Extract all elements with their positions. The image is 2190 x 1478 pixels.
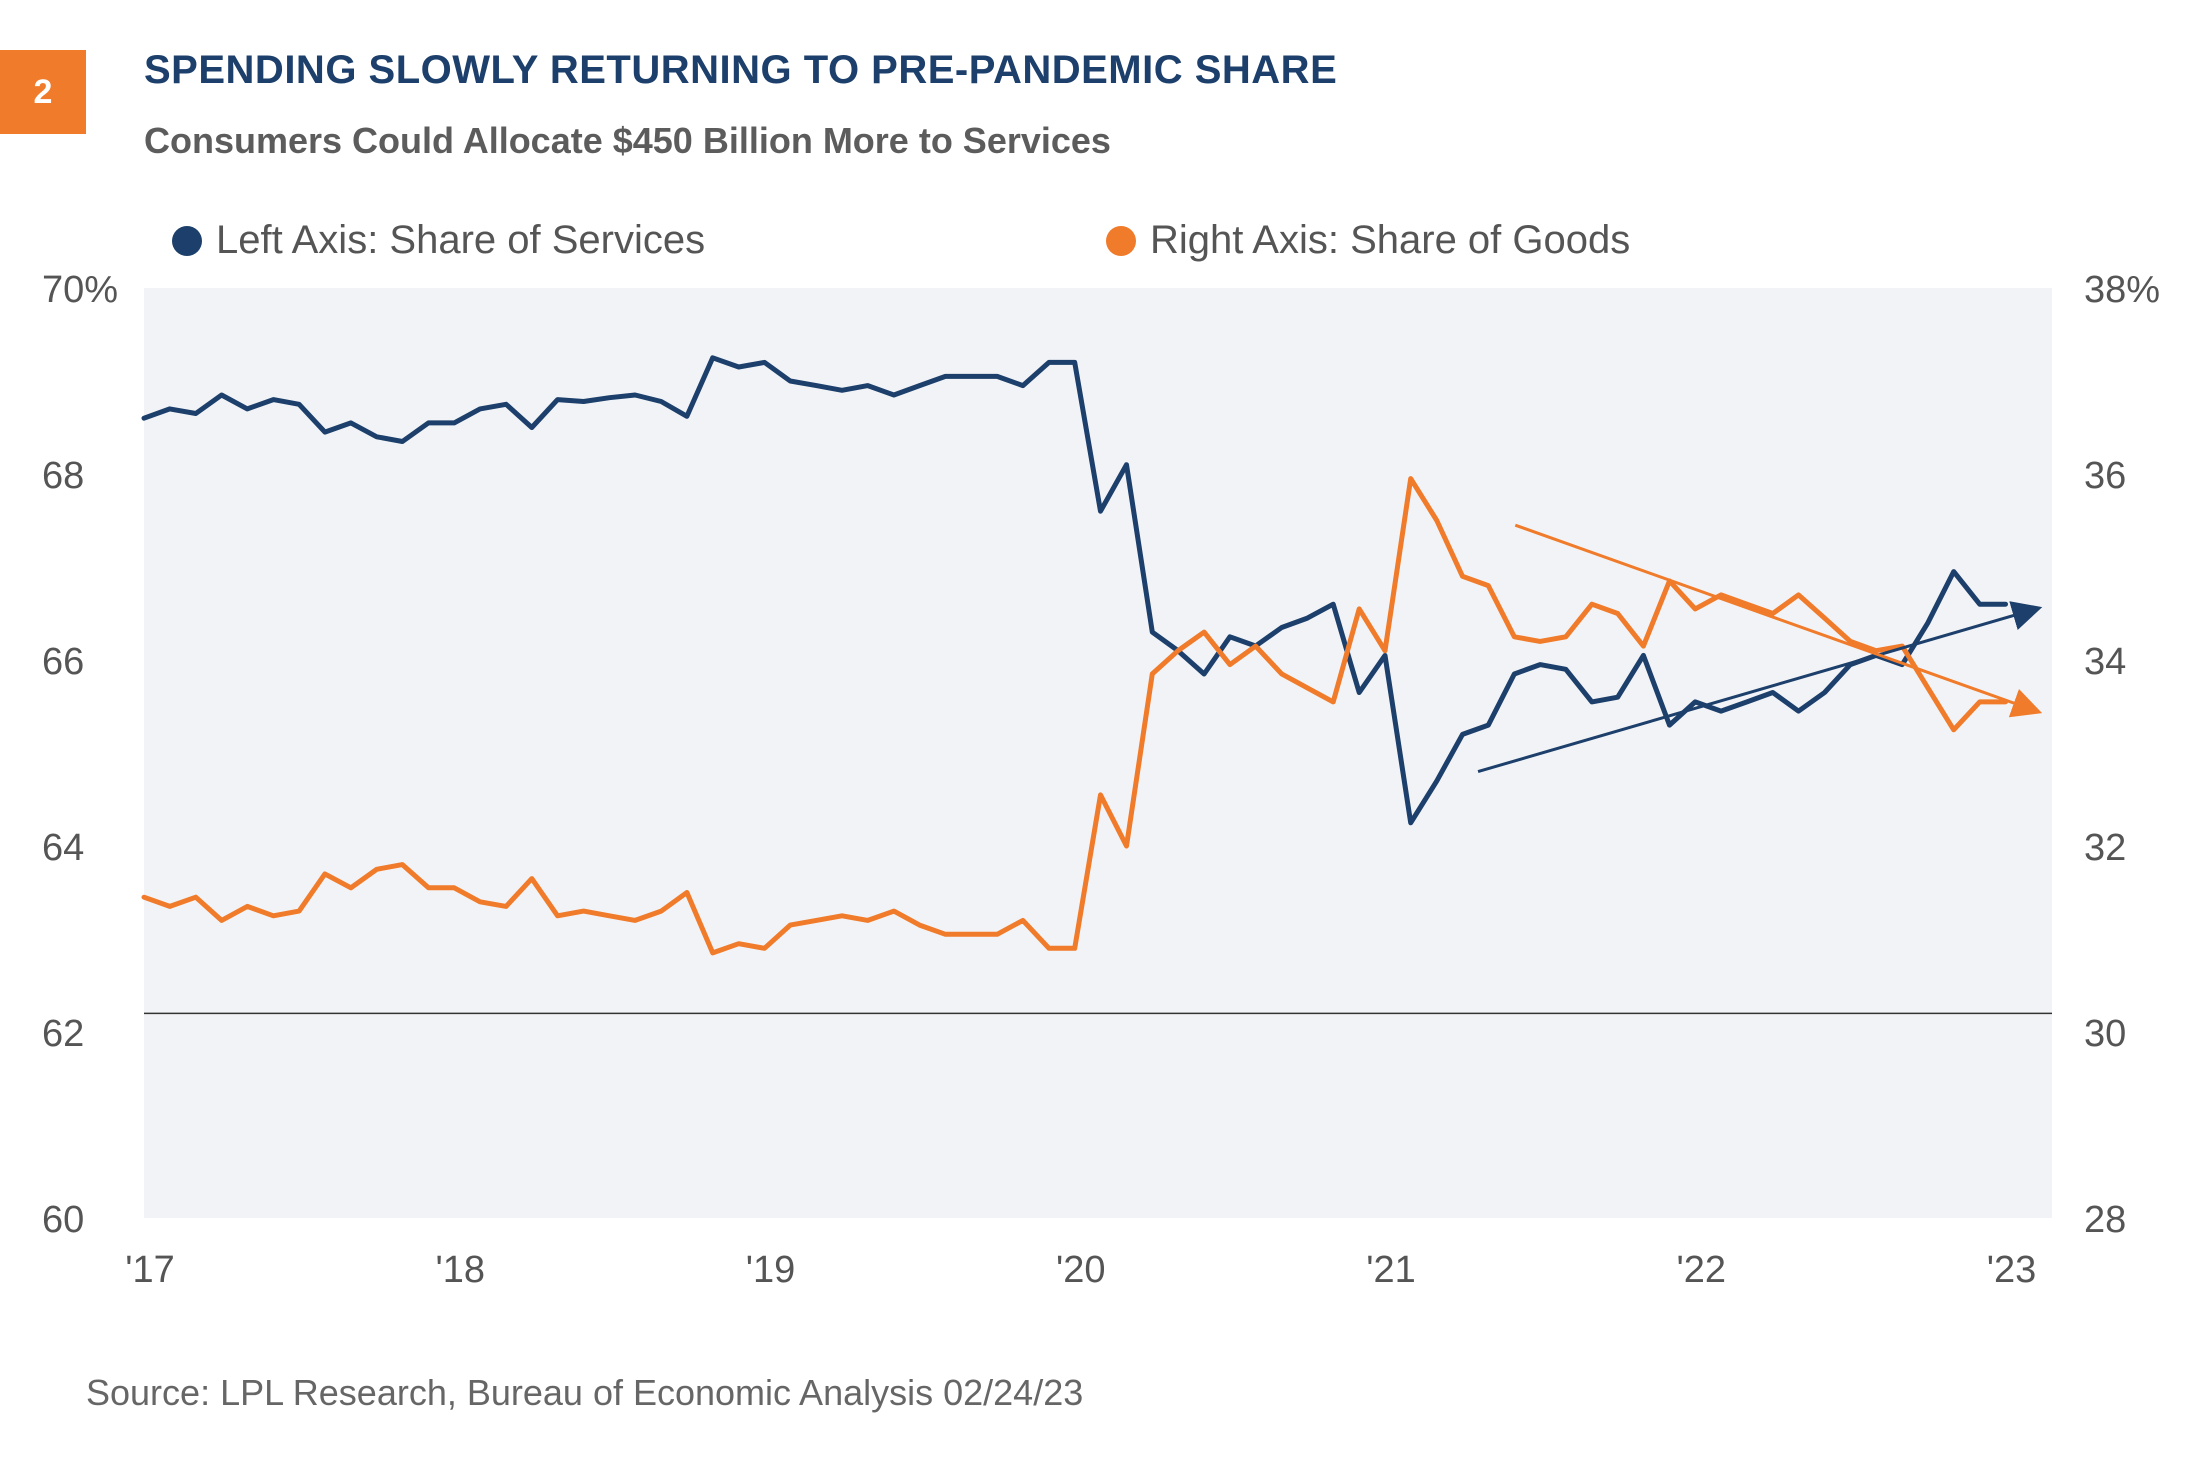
left-axis-tick-label: 62 <box>42 1013 84 1055</box>
right-axis-tick-label: 32 <box>2084 827 2126 869</box>
x-axis-tick-label: '18 <box>435 1249 485 1291</box>
x-axis-tick-label: '22 <box>1676 1249 1726 1291</box>
left-axis-tick-label: 70% <box>42 269 118 311</box>
left-axis-tick-label: 60 <box>42 1199 84 1241</box>
left-axis-tick-label: 68 <box>42 455 84 497</box>
right-axis-tick-label: 30 <box>2084 1013 2126 1055</box>
x-axis-tick-label: '17 <box>125 1249 175 1291</box>
source-note: Source: LPL Research, Bureau of Economic… <box>86 1372 1084 1413</box>
legend-goods-label: Right Axis: Share of Goods <box>1150 218 1631 262</box>
legend-services: Left Axis: Share of Services <box>172 218 705 263</box>
services-trend-arrow <box>1477 601 2043 774</box>
right-axis-tick-label: 28 <box>2084 1199 2126 1241</box>
legend-services-marker <box>172 225 202 256</box>
right-axis-tick-label: 36 <box>2084 455 2126 497</box>
right-axis-tick-label: 38% <box>2084 269 2160 311</box>
x-axis-tick-label: '23 <box>1987 1249 2037 1291</box>
chart-number-badge: 2 <box>0 50 86 134</box>
right-axis-tick-label: 34 <box>2084 641 2126 683</box>
goods-trend-arrow <box>1514 523 2043 718</box>
x-axis-tick-label: '19 <box>746 1249 796 1291</box>
chart-subtitle: Consumers Could Allocate $450 Billion Mo… <box>144 120 1111 161</box>
chart-title: SPENDING SLOWLY RETURNING TO PRE-PANDEMI… <box>144 48 1338 92</box>
legend-goods: Right Axis: Share of Goods <box>1106 218 1630 263</box>
services-share-line <box>141 355 2008 826</box>
legend-services-label: Left Axis: Share of Services <box>216 218 706 262</box>
legend-goods-marker <box>1106 225 1136 256</box>
plot-area <box>144 288 2052 1218</box>
left-axis-tick-label: 64 <box>42 827 84 869</box>
left-axis-tick-label: 66 <box>42 641 84 683</box>
goods-share-line <box>141 476 2008 956</box>
x-axis-tick-label: '21 <box>1366 1249 1416 1291</box>
line-chart: 60 62 64 66 68 70% 28 30 32 34 36 38% '17 '18 '19 '20 '2… <box>42 269 2160 1291</box>
x-axis-tick-label: '20 <box>1056 1249 1106 1291</box>
